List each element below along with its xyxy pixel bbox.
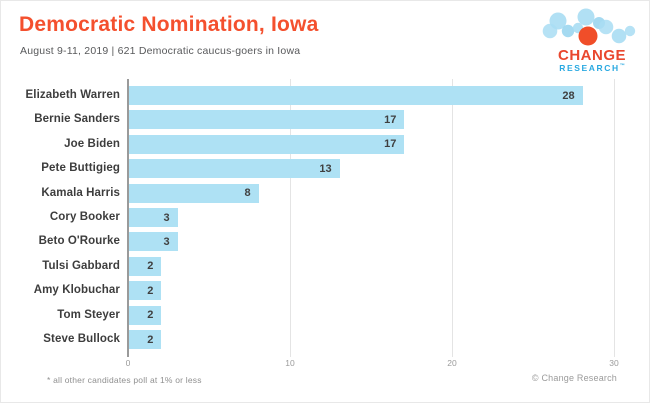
logo-bubbles-icon bbox=[542, 8, 636, 46]
x-tick-label: 20 bbox=[447, 358, 457, 368]
candidate-label: Joe Biden bbox=[64, 137, 120, 150]
candidate-label: Steve Bullock bbox=[43, 333, 120, 345]
bar-value-label: 28 bbox=[562, 89, 575, 102]
bar: 13 bbox=[129, 159, 340, 179]
candidate-label: Tulsi Gabbard bbox=[42, 259, 120, 272]
bar-value-label: 13 bbox=[319, 162, 332, 175]
candidate-label: Pete Buttigieg bbox=[41, 162, 120, 175]
x-tick-label: 0 bbox=[125, 358, 131, 368]
logo-change-text: CHANGE bbox=[557, 47, 626, 64]
gridline bbox=[452, 79, 453, 357]
bar-value-label: 17 bbox=[384, 113, 397, 126]
bar-value-label: 2 bbox=[147, 260, 154, 273]
bar: 28 bbox=[129, 86, 583, 105]
gridline bbox=[290, 79, 291, 357]
bar: 3 bbox=[129, 208, 178, 227]
bar: 2 bbox=[129, 256, 162, 276]
logo-research-text: RESEARCH™ bbox=[559, 63, 625, 73]
bar-value-label: 3 bbox=[163, 211, 170, 224]
bar-value-label: 2 bbox=[147, 309, 154, 322]
candidate-label: Elizabeth Warren bbox=[25, 89, 120, 101]
bar: 2 bbox=[129, 305, 162, 325]
bar-value-label: 8 bbox=[244, 187, 251, 200]
bar-value-label: 17 bbox=[384, 138, 397, 151]
footnote: * all other candidates poll at 1% or les… bbox=[47, 375, 202, 385]
candidate-label: Tom Steyer bbox=[57, 308, 120, 321]
bar-value-label: 2 bbox=[147, 333, 154, 346]
bar: 17 bbox=[129, 134, 405, 154]
candidate-label: Beto O'Rourke bbox=[38, 235, 120, 248]
page-title: Democratic Nomination, Iowa bbox=[19, 13, 319, 36]
bar: 3 bbox=[129, 232, 178, 252]
x-tick-label: 10 bbox=[285, 358, 295, 368]
page-subtitle: August 9-11, 2019 | 621 Democratic caucu… bbox=[20, 45, 301, 57]
gridline bbox=[614, 79, 615, 357]
bar: 2 bbox=[129, 330, 162, 349]
bar: 17 bbox=[129, 110, 405, 130]
candidate-label: Bernie Sanders bbox=[34, 113, 120, 126]
bar: 8 bbox=[129, 183, 259, 203]
candidate-label: Amy Klobuchar bbox=[33, 284, 120, 297]
change-research-logo: CHANGE RESEARCH™ bbox=[539, 5, 645, 79]
bar-value-label: 2 bbox=[147, 284, 154, 297]
y-axis-line bbox=[127, 79, 129, 357]
copyright-text: © Change Research bbox=[531, 373, 617, 383]
candidate-label: Kamala Harris bbox=[41, 186, 120, 199]
candidate-label: Cory Booker bbox=[49, 211, 120, 223]
bar: 2 bbox=[129, 281, 162, 301]
bar-value-label: 3 bbox=[163, 235, 170, 248]
x-tick-label: 30 bbox=[609, 358, 619, 368]
